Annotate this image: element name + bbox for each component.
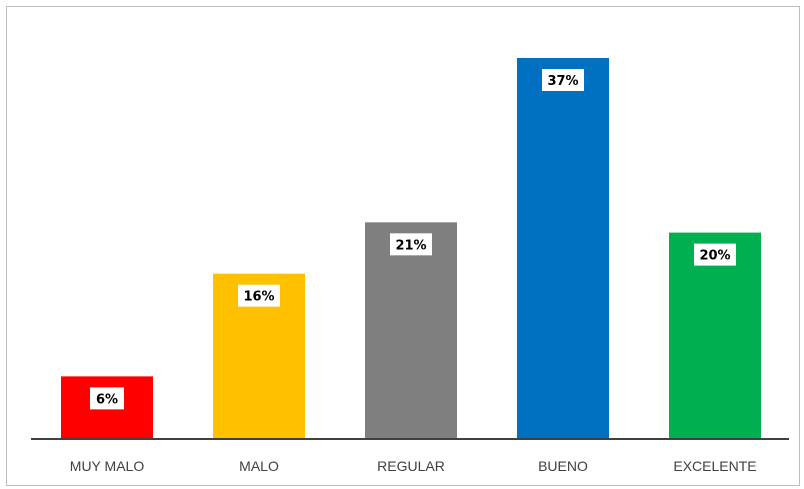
bar-bueno <box>517 58 609 438</box>
category-label: MUY MALO <box>70 458 145 474</box>
value-label: 20% <box>699 249 730 264</box>
value-label: 21% <box>395 238 426 253</box>
category-label: EXCELENTE <box>673 458 756 474</box>
bars-group <box>61 58 761 438</box>
category-label: BUENO <box>538 458 588 474</box>
category-label: MALO <box>239 458 279 474</box>
value-label: 16% <box>243 290 274 305</box>
value-label-box <box>390 233 432 256</box>
value-label-box <box>238 284 280 307</box>
value-label: 37% <box>547 74 578 89</box>
category-label: REGULAR <box>377 458 445 474</box>
value-label: 6% <box>96 392 118 407</box>
value-labels-group: 6% 16% 21% 37% 20% <box>90 69 736 410</box>
category-labels-group: MUY MALO MALO REGULAR BUENO EXCELENTE <box>70 458 757 474</box>
bar-excelente <box>669 232 761 438</box>
value-label-box <box>694 243 736 266</box>
value-label-box <box>90 387 124 410</box>
bar-regular <box>365 222 457 438</box>
value-label-box <box>542 69 584 92</box>
